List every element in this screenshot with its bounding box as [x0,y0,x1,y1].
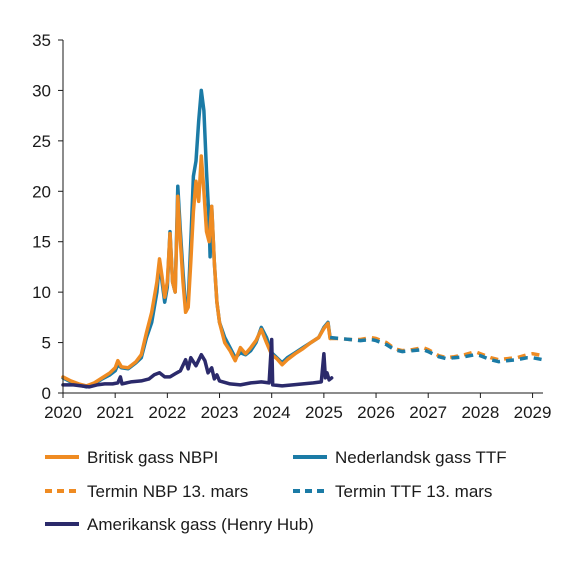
y-tick-label: 35 [32,31,51,50]
y-tick-label: 20 [32,182,51,201]
legend-label-britisk-gass-nbpi: Britisk gass NBPI [87,448,218,467]
x-tick-label: 2029 [514,403,552,422]
x-tick-label: 2025 [305,403,343,422]
legend-label-termin-ttf-13-mars: Termin TTF 13. mars [335,482,492,501]
legend-label-nederlandsk-gass-ttf: Nederlandsk gass TTF [335,448,507,467]
axes [62,40,543,394]
y-ticks: 0 5 10 15 20 25 30 35 [32,31,63,403]
x-tick-label: 2023 [201,403,239,422]
y-tick-label: 0 [42,384,51,403]
series-line-amerikansk-gass-henry-hub [61,337,334,389]
x-tick-label: 2024 [253,403,291,422]
legend: Britisk gass NBPI Nederlandsk gass TTF Ter… [45,448,507,534]
x-ticks: 2020 2021 2022 2023 2024 2025 2026 2027 2028 2029 [44,393,551,422]
legend-label-termin-nbp-13-mars: Termin NBP 13. mars [87,482,248,501]
y-tick-label: 10 [32,283,51,302]
y-tick-label: 25 [32,132,51,151]
y-tick-label: 30 [32,81,51,100]
series-line-nederlandsk-gass-ttf [61,88,332,389]
y-tick-label: 5 [42,334,51,353]
series-line-termin-ttf-13-mars [329,335,544,364]
x-tick-label: 2020 [44,403,82,422]
x-tick-label: 2027 [409,403,447,422]
plot-lines [61,88,544,389]
x-tick-label: 2026 [357,403,395,422]
x-tick-label: 2021 [96,403,134,422]
legend-label-amerikansk-gass-henry-hub: Amerikansk gass (Henry Hub) [87,515,314,534]
series-line-britisk-gass-nbpi [61,154,332,388]
x-tick-label: 2028 [461,403,499,422]
x-tick-label: 2022 [148,403,186,422]
y-tick-label: 15 [32,233,51,252]
